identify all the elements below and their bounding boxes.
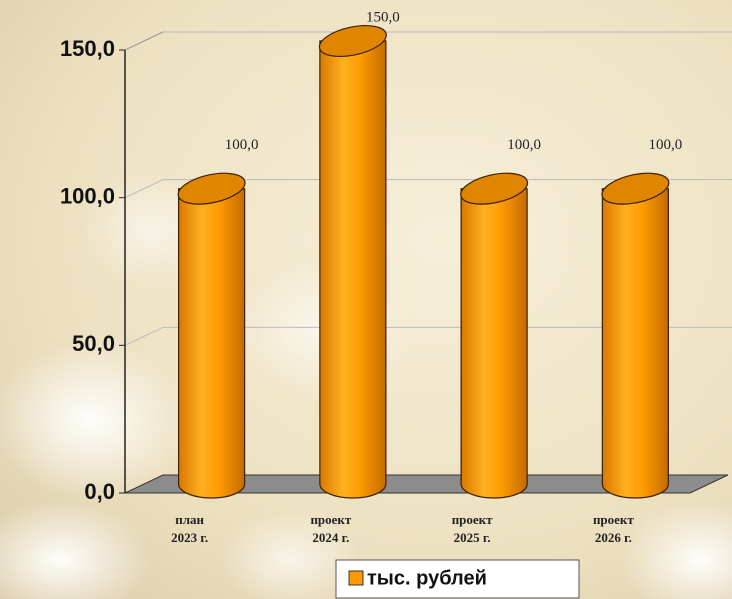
y-tick-label: 150,0 [60,36,115,61]
grid-line [124,179,732,199]
legend [335,559,580,599]
legend-label: тыс. рублей [367,567,487,589]
cylinder [178,188,246,499]
cylinder-top [318,24,387,58]
cylinder [319,40,387,499]
x-tick-label: проект [593,512,634,527]
flower [0,340,190,500]
cylinder-top [601,172,670,205]
x-tick-label: план [175,512,204,527]
grid-line [124,326,732,346]
y-tick-label: 0,0 [84,479,115,504]
legend-swatch [348,570,364,586]
cylinder-top [460,172,529,205]
value-label: 150,0 [366,9,400,25]
x-tick-label: проект [452,512,493,527]
value-label: 100,0 [507,137,541,153]
flower [0,500,150,599]
x-tick-label: 2025 г. [454,530,491,545]
plot: 0,0 50,0 100,0 150,0 план 2023 г. 100,0 проект 2… [60,9,732,545]
value-label: 100,0 [649,137,683,153]
x-tick-label: 2024 г. [312,530,349,545]
x-tick-label: 2026 г. [595,530,632,545]
cylinder [601,188,669,499]
flower [620,500,732,599]
y-tick-label: 100,0 [60,183,115,208]
value-label: 100,0 [225,137,259,153]
x-tick-label: проект [310,512,351,527]
cylinder [460,188,528,499]
flower [220,510,360,599]
cylinder-top [177,172,246,205]
y-tick-label: 50,0 [72,331,115,356]
y-axis-back [124,31,164,51]
x-tick-label: 2023 г. [171,530,208,545]
